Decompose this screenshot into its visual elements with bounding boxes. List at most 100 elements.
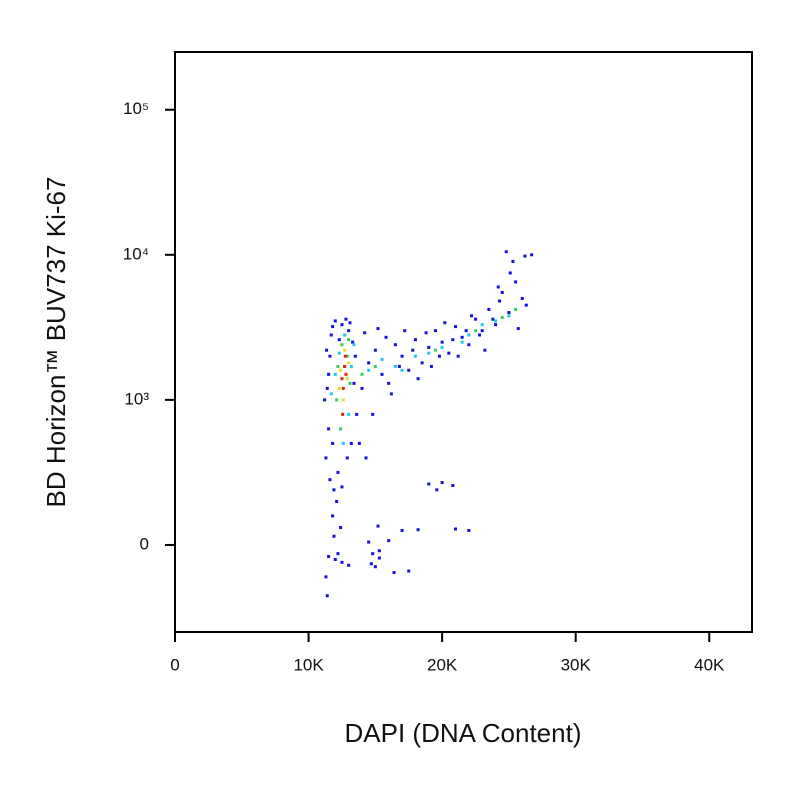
data-point <box>347 412 351 416</box>
data-point <box>498 299 502 303</box>
data-point <box>340 377 344 381</box>
data-point <box>460 340 464 344</box>
data-point <box>325 386 329 390</box>
data-point <box>523 254 527 258</box>
data-point <box>333 557 337 561</box>
data-point <box>393 364 397 368</box>
data-point <box>339 368 343 372</box>
data-point <box>500 315 504 319</box>
data-point <box>487 307 491 311</box>
data-point <box>507 311 511 315</box>
data-point <box>341 386 345 390</box>
data-point <box>464 329 468 333</box>
data-point <box>344 372 348 376</box>
data-point <box>355 412 359 416</box>
data-point <box>451 338 455 342</box>
data-point <box>333 372 337 376</box>
data-point <box>332 488 336 492</box>
data-point <box>367 368 371 372</box>
data-point <box>411 348 415 352</box>
data-point <box>328 478 332 482</box>
data-point <box>504 250 508 254</box>
y-tick-label: 10⁵ <box>123 99 149 118</box>
data-point <box>511 259 515 263</box>
data-point <box>483 348 487 352</box>
data-point <box>420 361 424 365</box>
data-point <box>380 372 384 376</box>
data-point <box>377 549 381 553</box>
data-point <box>332 534 336 538</box>
data-point <box>440 345 444 349</box>
data-point <box>323 398 327 402</box>
data-point <box>453 325 457 329</box>
data-point <box>341 441 345 445</box>
data-point <box>335 499 339 503</box>
x-tick-label: 40K <box>694 655 725 674</box>
data-point <box>343 333 347 337</box>
data-point <box>427 351 431 355</box>
data-point <box>424 331 428 335</box>
data-point <box>333 319 337 323</box>
data-point <box>443 321 447 325</box>
data-point <box>400 528 404 532</box>
data-point <box>376 524 380 528</box>
data-point <box>413 338 417 342</box>
x-tick-label: 30K <box>561 655 592 674</box>
data-point <box>494 323 498 327</box>
data-point <box>340 560 344 564</box>
data-point <box>347 329 351 333</box>
data-point <box>407 569 411 573</box>
data-point <box>331 325 335 329</box>
data-point <box>389 392 393 396</box>
data-point <box>367 540 371 544</box>
data-point <box>345 456 349 460</box>
data-point <box>324 575 328 579</box>
data-point <box>456 354 460 358</box>
data-point <box>494 319 498 323</box>
data-point <box>416 377 420 381</box>
data-point <box>437 354 441 358</box>
data-point <box>343 348 347 352</box>
data-point <box>348 321 352 325</box>
data-point <box>327 555 331 559</box>
data-point <box>349 364 353 368</box>
data-point <box>373 364 377 368</box>
data-point <box>331 514 335 518</box>
data-point <box>400 368 404 372</box>
data-point <box>351 340 355 344</box>
x-tick-label: 0 <box>170 655 179 674</box>
data-point <box>467 528 471 532</box>
data-point <box>325 348 329 352</box>
data-point <box>344 317 348 321</box>
x-tick-label: 20K <box>427 655 458 674</box>
data-point <box>329 392 333 396</box>
data-point <box>400 354 404 358</box>
data-point <box>429 364 433 368</box>
data-point <box>514 280 518 284</box>
data-point <box>371 412 375 416</box>
data-point <box>474 317 478 321</box>
y-tick-label: 10³ <box>124 389 149 408</box>
data-point <box>433 348 437 352</box>
data-point <box>376 327 380 331</box>
data-point <box>337 386 341 390</box>
data-point <box>427 482 431 486</box>
y-axis-title: BD Horizon™ BUV737 Ki-67 <box>41 177 71 508</box>
x-tick-label: 10K <box>293 655 324 674</box>
data-point <box>340 323 344 327</box>
data-point <box>500 290 504 294</box>
data-point <box>336 470 340 474</box>
data-point <box>324 456 328 460</box>
data-point <box>345 377 349 381</box>
data-point <box>480 323 484 327</box>
data-point <box>530 253 534 257</box>
data-point <box>373 565 377 569</box>
data-point <box>393 343 397 347</box>
data-point <box>416 528 420 532</box>
data-point <box>347 563 351 567</box>
data-point <box>480 329 484 333</box>
data-point <box>347 361 351 365</box>
data-point <box>427 345 431 349</box>
data-point <box>467 343 471 347</box>
